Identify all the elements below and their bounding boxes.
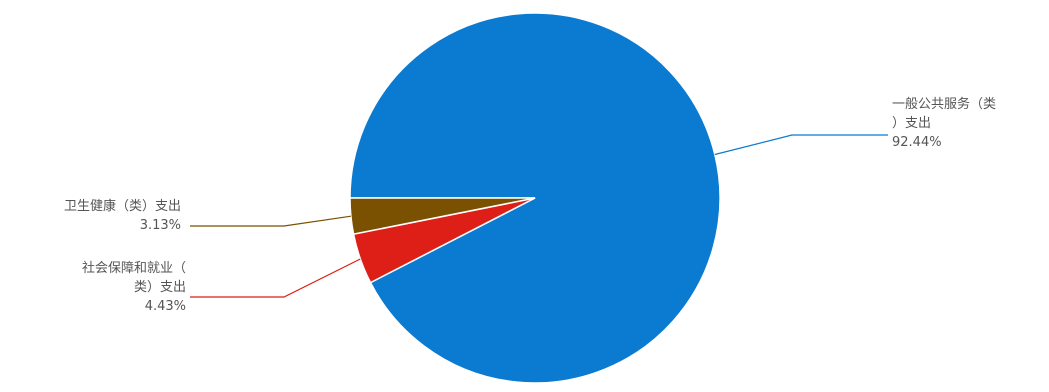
slice-label-line: 卫生健康（类）支出 [64, 198, 181, 214]
slice-percent-label: 3.13% [140, 218, 181, 233]
slice-percent-label: 92.44% [892, 135, 942, 150]
slice-percent-label: 4.43% [145, 299, 186, 314]
slice-label-line: 类）支出 [134, 280, 186, 295]
slice-label-line: 社会保障和就业（ [82, 260, 186, 276]
slice-label-line: 一般公共服务（类 [892, 96, 996, 112]
leader-line [190, 215, 351, 227]
leader-line [714, 134, 888, 156]
leader-line [190, 258, 361, 298]
slice-label-group-1: 社会保障和就业（ 类）支出 4.43% [82, 260, 186, 314]
slice-label-group-0: 一般公共服务（类 ）支出 92.44% [892, 96, 996, 150]
pie-slice [349, 197, 536, 236]
slice-label-line: ）支出 [892, 116, 931, 131]
leader-lines [190, 134, 888, 298]
pie-slices [349, 12, 721, 384]
slice-label-group-2: 卫生健康（类）支出 3.13% [64, 198, 181, 233]
